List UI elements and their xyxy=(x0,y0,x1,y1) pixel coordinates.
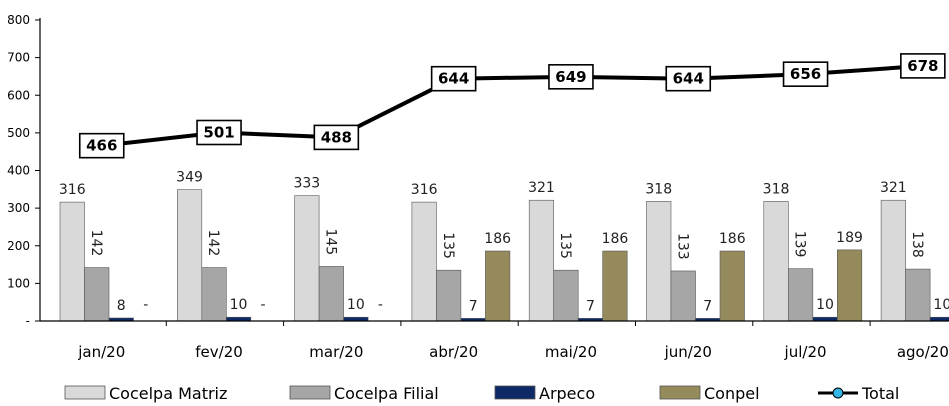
bar xyxy=(177,189,203,322)
total-label-box xyxy=(665,65,712,92)
bar xyxy=(553,269,579,322)
data-label: 138 xyxy=(909,231,925,258)
total-label: 644 xyxy=(438,70,469,88)
data-label: 8 xyxy=(117,298,126,314)
bar xyxy=(905,268,931,322)
total-label: 488 xyxy=(321,128,352,146)
bar xyxy=(59,201,85,322)
data-label: 318 xyxy=(645,181,672,197)
total-label-box xyxy=(313,124,360,151)
data-label: 316 xyxy=(411,182,438,198)
total-label: 501 xyxy=(203,123,234,141)
bar xyxy=(318,266,344,322)
data-label: 189 xyxy=(836,230,863,246)
total-label: 644 xyxy=(673,70,704,88)
data-label: 135 xyxy=(440,232,456,259)
x-tick-label: abr/20 xyxy=(429,343,478,361)
data-label: 7 xyxy=(586,298,595,314)
bar xyxy=(84,267,110,322)
data-label: 333 xyxy=(293,176,320,192)
bar xyxy=(485,250,511,322)
bar xyxy=(602,250,628,322)
data-label: 186 xyxy=(484,231,511,247)
data-label: 321 xyxy=(528,180,555,196)
data-label: 10 xyxy=(347,297,365,313)
y-tick-label: 200 xyxy=(7,239,30,253)
x-tick-label: mai/20 xyxy=(545,343,597,361)
data-label: 145 xyxy=(322,228,338,255)
x-tick-label: ago/20 xyxy=(897,343,949,361)
data-label: 349 xyxy=(176,170,203,186)
x-tick-label: jan/20 xyxy=(77,343,125,361)
total-label-box xyxy=(900,53,946,79)
y-tick-label: 300 xyxy=(7,201,30,215)
legend-conpel-text: Conpel xyxy=(704,384,760,403)
legend-cocelpa-filial-swatch xyxy=(289,385,331,400)
data-label: 10 xyxy=(933,297,949,313)
data-label: 10 xyxy=(230,297,248,313)
bar xyxy=(201,267,227,322)
legend-arpeco-text: Arpeco xyxy=(539,384,595,403)
y-tick-label: 700 xyxy=(7,51,30,65)
total-label: 466 xyxy=(86,137,117,155)
data-label: 7 xyxy=(469,298,478,314)
legend-conpel-swatch xyxy=(659,385,701,400)
y-tick-label: 500 xyxy=(7,126,30,140)
x-tick-label: fev/20 xyxy=(195,343,243,361)
data-label: 139 xyxy=(792,231,808,258)
x-tick-label: mar/20 xyxy=(309,343,363,361)
total-label: 649 xyxy=(555,68,586,86)
data-label: 321 xyxy=(880,180,907,196)
x-tick-label: jul/20 xyxy=(784,343,827,361)
x-tick-label: jun/20 xyxy=(664,343,712,361)
data-label: - xyxy=(143,297,148,313)
total-label-box xyxy=(782,61,829,87)
y-tick-label: 100 xyxy=(7,276,30,290)
data-label: 186 xyxy=(602,231,629,247)
y-tick-label: 800 xyxy=(7,13,30,27)
data-label: 142 xyxy=(205,230,221,257)
bar xyxy=(880,199,906,322)
total-label: 678 xyxy=(907,57,938,75)
data-label: 133 xyxy=(674,233,690,260)
total-label-box xyxy=(78,132,125,159)
bar xyxy=(646,201,672,322)
bar xyxy=(670,270,696,322)
total-label: 656 xyxy=(790,65,821,83)
data-label: 135 xyxy=(557,232,573,259)
bar xyxy=(763,201,789,322)
data-label: 316 xyxy=(59,182,86,198)
bar xyxy=(787,268,814,322)
total-label-box xyxy=(548,64,594,90)
legend-cocelpa-matriz-swatch xyxy=(64,385,106,400)
legend-total-swatch-marker xyxy=(832,387,844,399)
bar xyxy=(294,195,320,322)
bar xyxy=(719,250,745,322)
y-tick-label: - xyxy=(26,314,30,328)
data-label: - xyxy=(378,297,383,313)
legend-cocelpa-filial-text: Cocelpa Filial xyxy=(334,384,439,403)
data-label: 7 xyxy=(703,298,712,314)
bar xyxy=(411,201,437,322)
legend-arpeco-swatch xyxy=(494,385,536,400)
data-label: 318 xyxy=(763,181,790,197)
data-label: - xyxy=(261,297,266,313)
total-label-box xyxy=(196,119,242,146)
total-label-box xyxy=(430,65,477,92)
data-label: 142 xyxy=(88,230,104,257)
y-tick-label: 600 xyxy=(7,88,30,102)
bar xyxy=(436,269,462,322)
bar xyxy=(836,249,863,322)
data-label: 10 xyxy=(816,297,834,313)
legend-cocelpa-matriz-text: Cocelpa Matriz xyxy=(109,384,227,403)
bar xyxy=(528,199,555,322)
data-label: 186 xyxy=(719,231,746,247)
y-tick-label: 400 xyxy=(7,164,30,178)
legend-total-text: Total xyxy=(861,384,899,403)
